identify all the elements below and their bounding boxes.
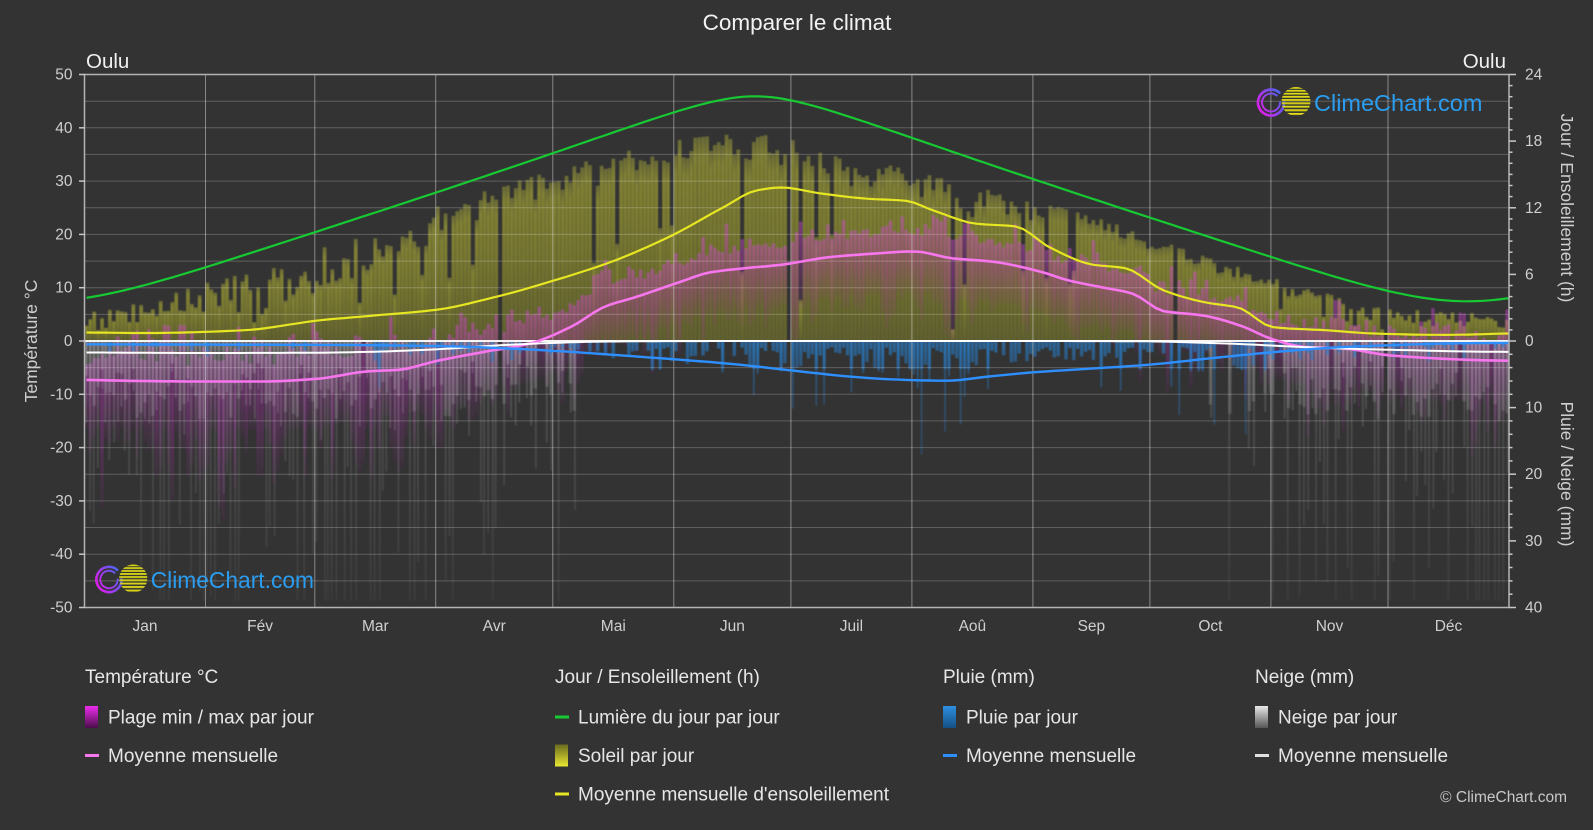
svg-text:Oulu: Oulu: [86, 50, 129, 73]
svg-text:Mar: Mar: [362, 618, 389, 635]
svg-text:50: 50: [55, 67, 73, 84]
svg-text:30: 30: [55, 173, 73, 190]
svg-text:-20: -20: [50, 440, 73, 457]
svg-text:Lumière du jour par jour: Lumière du jour par jour: [578, 708, 780, 729]
svg-text:Jour / Ensoleillement (h): Jour / Ensoleillement (h): [1557, 114, 1577, 303]
svg-text:Moyenne mensuelle: Moyenne mensuelle: [966, 746, 1136, 767]
svg-text:0: 0: [64, 333, 73, 350]
svg-text:Déc: Déc: [1435, 618, 1463, 635]
svg-text:Sep: Sep: [1078, 618, 1106, 635]
svg-text:-40: -40: [50, 546, 73, 563]
svg-text:40: 40: [1525, 600, 1543, 617]
svg-text:0: 0: [1525, 333, 1534, 350]
svg-text:Juil: Juil: [840, 618, 863, 635]
svg-text:-10: -10: [50, 386, 73, 403]
svg-text:Jan: Jan: [133, 618, 158, 635]
svg-text:© ClimeChart.com: © ClimeChart.com: [1440, 789, 1567, 806]
svg-text:Aoû: Aoû: [959, 618, 987, 635]
svg-text:24: 24: [1525, 67, 1543, 84]
svg-text:ClimeChart.com: ClimeChart.com: [1314, 90, 1482, 116]
svg-text:10: 10: [1525, 400, 1543, 417]
svg-text:10: 10: [55, 280, 73, 297]
svg-text:12: 12: [1525, 200, 1542, 217]
svg-text:Oct: Oct: [1198, 618, 1223, 635]
svg-text:Neige par jour: Neige par jour: [1278, 708, 1398, 729]
svg-text:ClimeChart.com: ClimeChart.com: [151, 567, 314, 593]
svg-text:Soleil par jour: Soleil par jour: [578, 746, 695, 767]
svg-text:6: 6: [1525, 266, 1534, 283]
svg-text:Comparer le climat: Comparer le climat: [703, 10, 893, 35]
svg-text:40: 40: [55, 120, 73, 137]
svg-text:Avr: Avr: [483, 618, 506, 635]
svg-text:Pluie / Neige (mm): Pluie / Neige (mm): [1557, 402, 1577, 547]
svg-text:Moyenne mensuelle d'ensoleille: Moyenne mensuelle d'ensoleillement: [578, 785, 890, 806]
svg-text:Pluie (mm): Pluie (mm): [943, 667, 1035, 688]
svg-text:Jour / Ensoleillement (h): Jour / Ensoleillement (h): [555, 667, 760, 688]
svg-text:Fév: Fév: [247, 618, 273, 635]
svg-text:-50: -50: [50, 600, 73, 617]
svg-text:Mai: Mai: [601, 618, 626, 635]
svg-text:Pluie par jour: Pluie par jour: [966, 708, 1079, 729]
svg-text:Température °C: Température °C: [21, 280, 41, 403]
svg-text:30: 30: [1525, 533, 1543, 550]
svg-text:20: 20: [1525, 466, 1543, 483]
svg-text:18: 18: [1525, 133, 1542, 150]
svg-text:Oulu: Oulu: [1463, 50, 1506, 73]
svg-text:Nov: Nov: [1316, 618, 1344, 635]
svg-text:Moyenne mensuelle: Moyenne mensuelle: [108, 746, 278, 767]
svg-text:-30: -30: [50, 493, 73, 510]
svg-text:Jun: Jun: [720, 618, 745, 635]
svg-text:Moyenne mensuelle: Moyenne mensuelle: [1278, 746, 1448, 767]
svg-text:Neige (mm): Neige (mm): [1255, 667, 1354, 688]
svg-text:Plage min / max par jour: Plage min / max par jour: [108, 708, 315, 729]
svg-text:Température °C: Température °C: [85, 667, 218, 688]
svg-text:20: 20: [55, 226, 73, 243]
